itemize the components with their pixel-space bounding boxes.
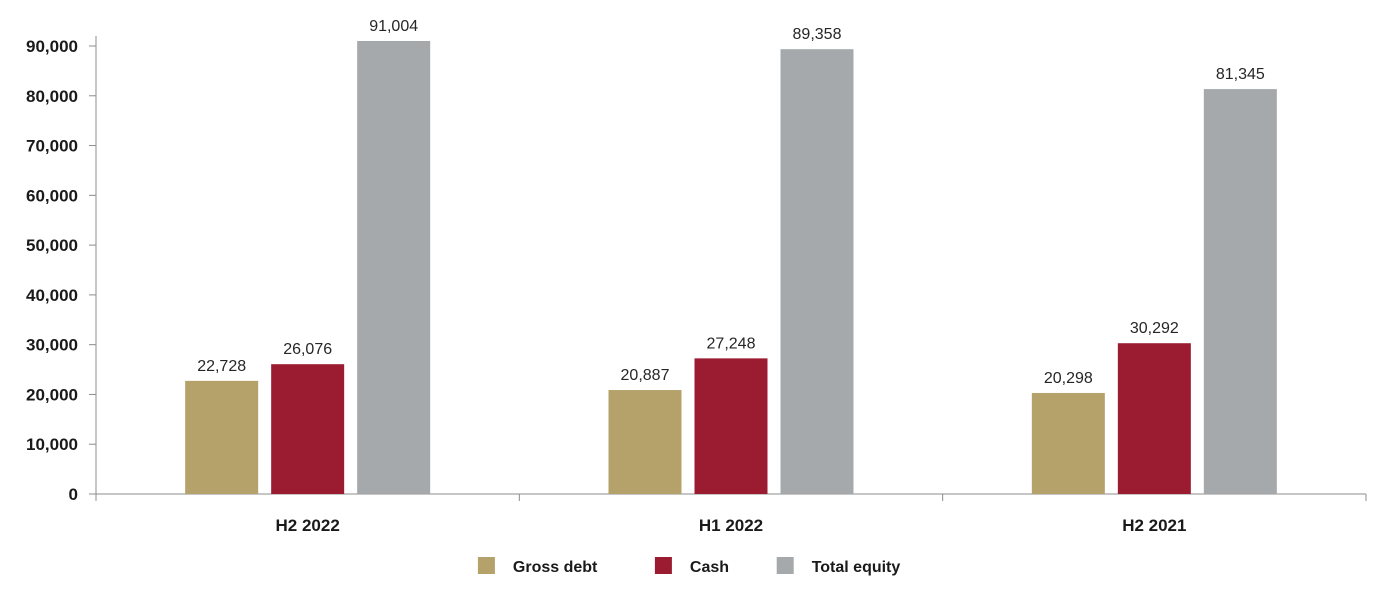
bar-cash bbox=[271, 364, 345, 494]
bar-total-equity bbox=[1203, 89, 1277, 494]
legend-swatch bbox=[654, 557, 672, 574]
y-tick-label: 0 bbox=[69, 485, 78, 504]
x-category-label: H1 2022 bbox=[699, 516, 763, 535]
y-axis: 0 10,000 20,000 30,000 40,000 50,000 60,000 70,… bbox=[26, 36, 97, 504]
y-tick-label: 10,000 bbox=[26, 435, 78, 454]
data-label: 20,887 bbox=[621, 367, 670, 384]
legend-item: Gross debt bbox=[477, 557, 598, 576]
legend-item: Cash bbox=[654, 557, 729, 576]
data-label: 22,728 bbox=[197, 358, 246, 375]
legend-item: Total equity bbox=[776, 557, 901, 576]
data-label: 91,004 bbox=[369, 18, 418, 35]
legend-label: Gross debt bbox=[513, 559, 598, 576]
y-tick-label: 70,000 bbox=[26, 137, 78, 156]
y-tick-label: 90,000 bbox=[26, 37, 78, 56]
legend-swatch bbox=[776, 557, 794, 574]
bar-cash bbox=[694, 358, 768, 494]
y-tick-label: 60,000 bbox=[26, 186, 78, 205]
data-label: 81,345 bbox=[1216, 66, 1265, 83]
legend: Gross debt Cash Total equity bbox=[477, 557, 901, 576]
bar-cash bbox=[1117, 343, 1191, 494]
x-axis: H2 2022 H1 2022 H2 2021 bbox=[95, 493, 1367, 535]
x-category-label: H2 2021 bbox=[1122, 516, 1186, 535]
data-label: 26,076 bbox=[283, 341, 332, 358]
legend-swatch bbox=[477, 557, 495, 574]
legend-label: Total equity bbox=[812, 559, 901, 576]
bar-gross-debt bbox=[608, 390, 682, 494]
bars bbox=[185, 41, 1277, 494]
y-tick-label: 20,000 bbox=[26, 385, 78, 404]
legend-label: Cash bbox=[690, 559, 729, 576]
bar-gross-debt bbox=[1031, 392, 1105, 494]
data-label: 27,248 bbox=[707, 335, 756, 352]
x-category-label: H2 2022 bbox=[276, 516, 340, 535]
data-label: 20,298 bbox=[1044, 370, 1093, 387]
bar-total-equity bbox=[780, 49, 854, 494]
y-tick-label: 50,000 bbox=[26, 236, 78, 255]
y-tick-label: 30,000 bbox=[26, 336, 78, 355]
bar-gross-debt bbox=[185, 380, 259, 494]
y-tick-label: 40,000 bbox=[26, 286, 78, 305]
bar-total-equity bbox=[357, 41, 431, 494]
data-labels: 22,728 26,076 91,004 20,887 27,248 89,358 20,2… bbox=[197, 18, 1265, 387]
data-label: 89,358 bbox=[793, 26, 842, 43]
y-tick-label: 80,000 bbox=[26, 87, 78, 106]
data-label: 30,292 bbox=[1130, 320, 1179, 337]
